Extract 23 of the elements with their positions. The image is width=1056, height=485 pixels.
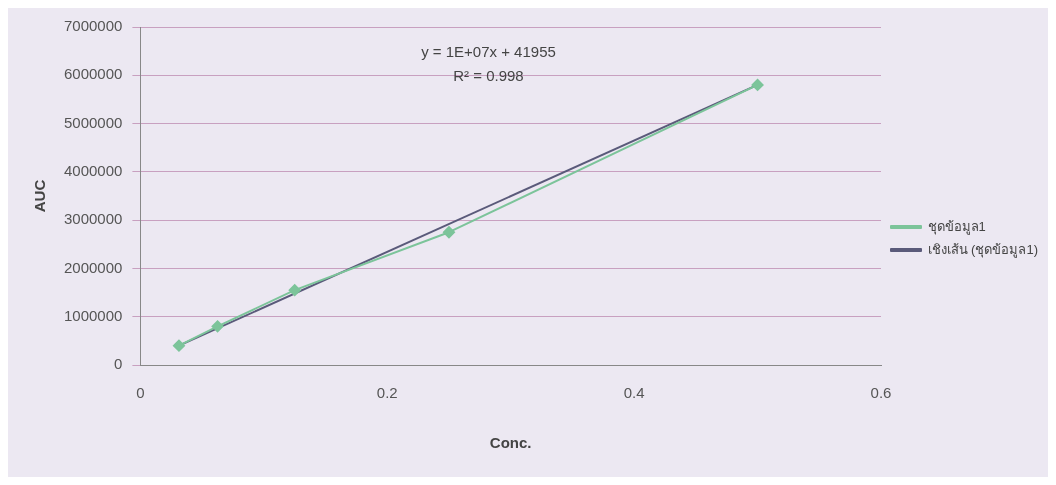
x-axis-title: Conc. bbox=[489, 434, 532, 452]
annotation: y = 1E+07x + 41955 bbox=[421, 43, 556, 60]
y-tick-label: 4000000 bbox=[63, 162, 123, 179]
point bbox=[172, 339, 185, 352]
x-tick-label: 0 bbox=[136, 384, 145, 402]
point bbox=[751, 78, 764, 91]
y-axis-title: AUC bbox=[31, 179, 49, 213]
legend-label: เชิงเส้น (ชุดข้อมูล1) bbox=[927, 241, 1038, 258]
y-tick-label: 5000000 bbox=[63, 113, 123, 131]
point bbox=[442, 226, 455, 239]
y-tick-label: 6000000 bbox=[63, 65, 123, 83]
y-tick-label: 3000000 bbox=[63, 210, 123, 228]
x-tick-label: 0.4 bbox=[623, 384, 645, 402]
y-tick-label: 1000000 bbox=[63, 306, 123, 324]
y-tick-label: 2000000 bbox=[63, 258, 123, 276]
x-tick-label: 0.2 bbox=[376, 384, 398, 402]
x-tick-label: 0.6 bbox=[870, 384, 892, 402]
y-tick-label: 7000000 bbox=[63, 17, 123, 35]
point bbox=[288, 284, 301, 297]
annotation: R² = 0.998 bbox=[453, 67, 524, 84]
legend-label: ชุดข้อมูล1 bbox=[927, 218, 986, 235]
y-tick-label: 0 bbox=[114, 355, 123, 373]
point bbox=[211, 320, 224, 333]
